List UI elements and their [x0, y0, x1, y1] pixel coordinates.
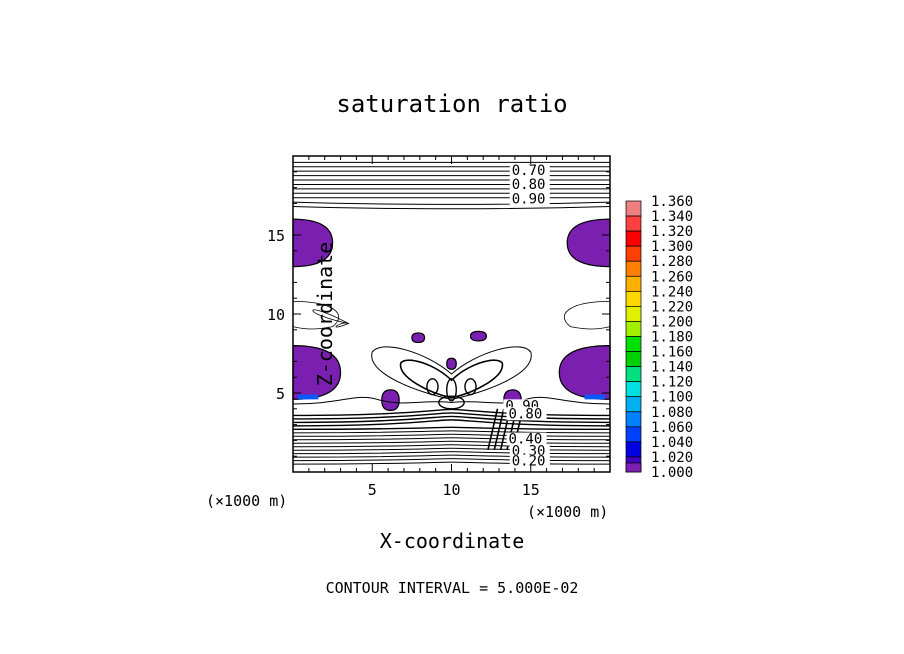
colorbar-label: 1.160 — [651, 345, 693, 361]
x-tick-label: 10 — [442, 481, 460, 499]
purple-region-5 — [469, 330, 487, 342]
contour-loop-side-left — [312, 309, 350, 328]
contour-label: 0.90 — [512, 191, 546, 207]
x-axis-label: X-coordinate — [380, 529, 525, 553]
y-axis-ticks: 5 10 15 — [267, 155, 610, 473]
purple-region-6 — [446, 357, 457, 370]
contour-line-bottom — [292, 430, 611, 434]
colorbar-label: 1.060 — [651, 420, 693, 436]
colorbar-label: 1.240 — [651, 284, 693, 300]
x-tick-label: 15 — [522, 481, 540, 499]
chart-title: saturation ratio — [336, 90, 567, 118]
colorbar-swatch — [625, 336, 642, 352]
y-axis-label: Z-coordinate — [313, 242, 337, 387]
colorbar-label: 1.360 — [651, 194, 693, 210]
contour-loop-3 — [446, 378, 457, 402]
colorbar-swatch — [625, 230, 642, 247]
colorbar-label: 1.340 — [651, 209, 693, 225]
contour-label: 0.70 — [512, 163, 546, 179]
contour-label-bg — [509, 454, 550, 468]
x-unit-label: (×1000 m) — [527, 503, 608, 521]
purple-region-4 — [411, 332, 426, 344]
contour-label: 0.40 — [509, 432, 543, 448]
contour-loop-2 — [438, 395, 465, 410]
colorbar-swatch — [625, 351, 642, 367]
plot-area: 0.700.800.900.900.800.400.300.20 5 10 15 5… — [267, 155, 611, 499]
colorbar-swatch — [625, 290, 642, 307]
contour-line-diagonal — [487, 408, 499, 451]
colorbar-swatch — [625, 321, 642, 337]
contour-line-top — [292, 206, 611, 210]
colorbar-swatch — [625, 306, 642, 322]
y-tick-label: 5 — [276, 385, 285, 403]
contour-loop-0 — [426, 378, 439, 396]
contour-loop-left — [292, 300, 339, 330]
colorbar-label: 1.300 — [651, 239, 693, 255]
purple-region-1 — [566, 218, 611, 268]
colorbar-swatch — [625, 396, 642, 413]
contour-loop-right — [564, 300, 611, 330]
colorbar-label: 1.000 — [651, 465, 693, 481]
contour-label: 0.20 — [512, 454, 546, 470]
contour-line-bottom — [292, 426, 611, 431]
colorbar-swatch — [625, 215, 642, 232]
contour-line-butterfly-outer — [371, 346, 532, 400]
contour-label-bg — [506, 432, 547, 446]
contour-loop-1 — [464, 378, 477, 396]
blue-accent-left — [297, 394, 319, 400]
contour-interval-text: CONTOUR INTERVAL = 5.000E-02 — [326, 579, 579, 597]
z-unit-label: (×1000 m) — [206, 492, 287, 510]
colorbar-label: 1.260 — [651, 269, 693, 285]
contour-line-bottom — [292, 415, 611, 424]
purple-region-7 — [381, 389, 400, 411]
colorbar-swatch — [625, 441, 642, 458]
colorbar-label: 1.080 — [651, 405, 693, 421]
colorbar-label: 1.040 — [651, 435, 693, 451]
contour-labels: 0.700.800.900.900.800.400.300.20 — [503, 163, 550, 470]
colorbar-swatch — [625, 200, 642, 217]
colorbar-label: 1.140 — [651, 360, 693, 376]
x-axis-ticks: 5 10 15 — [292, 156, 611, 499]
colorbar-swatch — [625, 411, 642, 428]
colorbar-swatch — [625, 426, 642, 443]
contour-label-bg — [509, 163, 550, 177]
contour-line-mid — [292, 396, 611, 405]
contour-label: 0.80 — [509, 406, 543, 422]
colorbar-label: 1.320 — [651, 224, 693, 240]
colorbar-label: 1.100 — [651, 390, 693, 406]
colorbar-label: 1.220 — [651, 299, 693, 315]
colorbar-swatch-bottom — [625, 462, 642, 473]
colorbar-swatch — [625, 245, 642, 262]
contour-label-bg — [509, 192, 550, 206]
blue-accent-right — [584, 394, 606, 400]
contour-label-bg — [506, 407, 547, 421]
x-tick-label: 5 — [368, 481, 377, 499]
contour-line-top — [292, 201, 611, 205]
colorbar-swatch — [625, 260, 642, 277]
y-tick-label: 10 — [267, 306, 285, 324]
contour-label-bg — [509, 444, 550, 458]
colorbar-label: 1.180 — [651, 330, 693, 346]
colorbar-label: 1.200 — [651, 314, 693, 330]
contour-line-bottom — [292, 419, 611, 427]
colorbar-swatch — [625, 381, 642, 398]
y-tick-label: 15 — [267, 227, 285, 245]
purple-region-0 — [292, 218, 334, 268]
contour-line-diagonal — [493, 408, 505, 451]
colorbar-swatch — [625, 275, 642, 292]
colorbar-label: 1.120 — [651, 375, 693, 391]
contour-label-bg — [509, 178, 550, 192]
contour-line-butterfly-inner — [399, 359, 504, 399]
colorbar-swatch — [625, 366, 642, 383]
colorbar-label: 1.020 — [651, 450, 693, 466]
colorbar: 1.3601.3401.3201.3001.2801.2601.2401.220… — [625, 194, 693, 481]
contour-label: 0.80 — [512, 177, 546, 193]
colorbar-label: 1.280 — [651, 254, 693, 270]
